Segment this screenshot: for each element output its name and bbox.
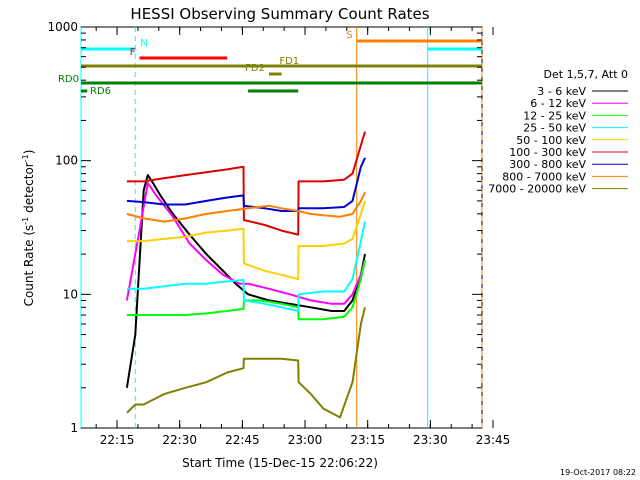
x-tick-label-6: 23:45 <box>476 433 511 447</box>
legend-label-6: 300 - 800 keV <box>509 158 586 171</box>
x-tick-label-2: 22:45 <box>225 433 260 447</box>
x-tick-label-1: 22:30 <box>162 433 197 447</box>
x-tick-label-0: 22:15 <box>100 433 135 447</box>
legend-label-1: 6 - 12 keV <box>530 97 586 110</box>
series-line-6 <box>126 157 366 212</box>
y-axis-label: Count Rate (s-1 detector-1) <box>21 150 36 307</box>
state-bar-label-0: N <box>140 38 147 49</box>
state-bars: NF S FD1 FD2 RD0 RD6 <box>58 30 482 97</box>
state-bar-label-1: F <box>130 47 136 58</box>
series-line-2 <box>126 259 366 321</box>
legend-label-3: 25 - 50 keV <box>523 122 586 135</box>
x-tick-label-4: 23:15 <box>350 433 385 447</box>
x-tick-label-5: 23:30 <box>413 433 448 447</box>
y-axis-ticks: 1 10 100 1000 <box>47 20 482 435</box>
legend-header: Det 1,5,7, Att 0 <box>544 68 628 81</box>
state-bar-label-7: RD6 <box>90 86 111 97</box>
legend-label-7: 800 - 7000 keV <box>502 170 586 183</box>
series-line-5 <box>126 131 366 236</box>
y-tick-label-2: 100 <box>55 154 78 168</box>
legend-label-4: 50 - 100 keV <box>516 134 586 147</box>
series-line-7 <box>126 191 366 223</box>
y-axis-label-exp2: -1 <box>21 154 30 162</box>
legend-label-0: 3 - 6 keV <box>537 85 586 98</box>
state-bar-label-4: FD1 <box>279 56 299 67</box>
footer-timestamp: 19-Oct-2017 08:22 <box>560 468 636 477</box>
legend-label-2: 12 - 25 keV <box>523 109 586 122</box>
y-tick-label-3: 1000 <box>47 20 78 34</box>
series-lines <box>125 131 366 419</box>
series-line-4 <box>126 200 366 281</box>
legend-label-5: 100 - 300 keV <box>509 146 586 159</box>
y-tick-label-1: 10 <box>63 287 78 301</box>
y-axis-label-main: Count Rate (s <box>22 225 36 307</box>
x-axis-label: Start Time (15-Dec-15 22:06:22) <box>182 456 378 470</box>
series-line-8 <box>126 307 366 419</box>
x-tick-label-3: 23:00 <box>288 433 323 447</box>
y-axis-label-mid: detector <box>22 162 36 217</box>
chart-title: HESSI Observing Summary Count Rates <box>130 5 429 23</box>
state-bar-label-5: FD2 <box>245 63 265 74</box>
series-line-3 <box>126 221 366 312</box>
y-axis-label-exp1: -1 <box>21 217 30 225</box>
y-axis-label-end: ) <box>22 150 36 155</box>
state-bar-label-2: S <box>346 30 352 41</box>
x-axis-ticks: 22:15 22:30 22:45 23:00 23:15 23:30 23:45 <box>95 27 511 447</box>
state-bar-label-6: RD0 <box>58 74 79 85</box>
y-tick-label-0: 1 <box>70 421 78 435</box>
legend-label-8: 7000 - 20000 keV <box>488 183 586 196</box>
